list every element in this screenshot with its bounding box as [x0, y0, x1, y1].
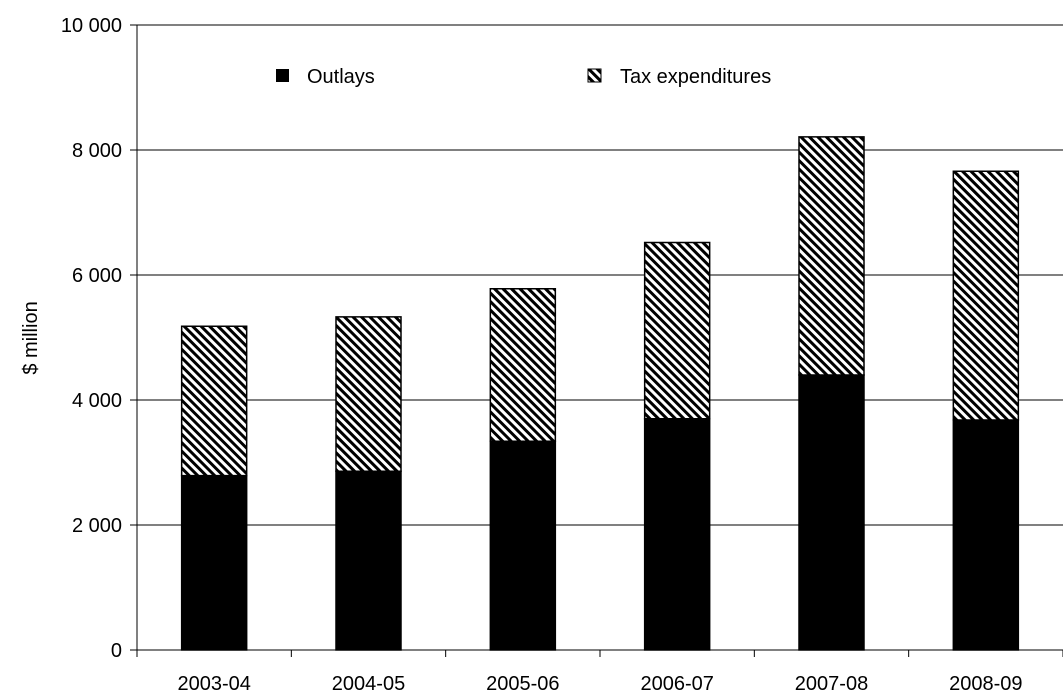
bar-outlays-2007-08	[798, 374, 865, 651]
bar-outlays-2008-09	[952, 419, 1020, 651]
legend-label-outlays: Outlays	[307, 66, 375, 88]
bar-tax-expenditures-2003-04	[180, 325, 248, 477]
x-tick-label: 2005-06	[486, 673, 559, 695]
legend: Outlays Tax expenditures	[276, 66, 771, 88]
bar-tax-expenditures-2007-08	[798, 136, 865, 376]
y-tick-label: 6 000	[72, 265, 122, 287]
legend-swatch-outlays	[276, 69, 289, 82]
x-tick-label: 2007-08	[795, 673, 868, 695]
legend-swatch-tax-expenditures	[587, 68, 602, 83]
bar-tax-expenditures-2004-05	[335, 316, 402, 472]
tick-labels: 0 2 000 4 000 6 000 8 000 10 000 2003-04 2004-0…	[61, 15, 1023, 695]
bar-tax-expenditures-2008-09	[952, 170, 1020, 421]
y-tick-label: 4 000	[72, 390, 122, 412]
bar-outlays-2005-06	[489, 440, 557, 651]
bar-outlays-2003-04	[180, 474, 248, 651]
y-tick-label: 2 000	[72, 515, 122, 537]
y-axis-title: $ million	[20, 301, 42, 374]
legend-label-tax-expenditures: Tax expenditures	[620, 66, 771, 88]
bar-outlays-2006-07	[643, 418, 711, 651]
bars	[180, 136, 1020, 651]
bar-tax-expenditures-2005-06	[489, 288, 557, 442]
y-tick-label: 8 000	[72, 140, 122, 162]
y-tick-label: 10 000	[61, 15, 122, 37]
bar-outlays-2004-05	[335, 470, 402, 651]
x-tick-label: 2008-09	[949, 673, 1022, 695]
bar-tax-expenditures-2006-07	[643, 241, 711, 420]
gridlines	[137, 24, 1063, 526]
y-tick-label: 0	[111, 640, 122, 662]
x-tick-label: 2004-05	[332, 673, 405, 695]
x-tick-label: 2006-07	[640, 673, 713, 695]
axes	[130, 24, 1063, 657]
x-tick-label: 2003-04	[177, 673, 250, 695]
